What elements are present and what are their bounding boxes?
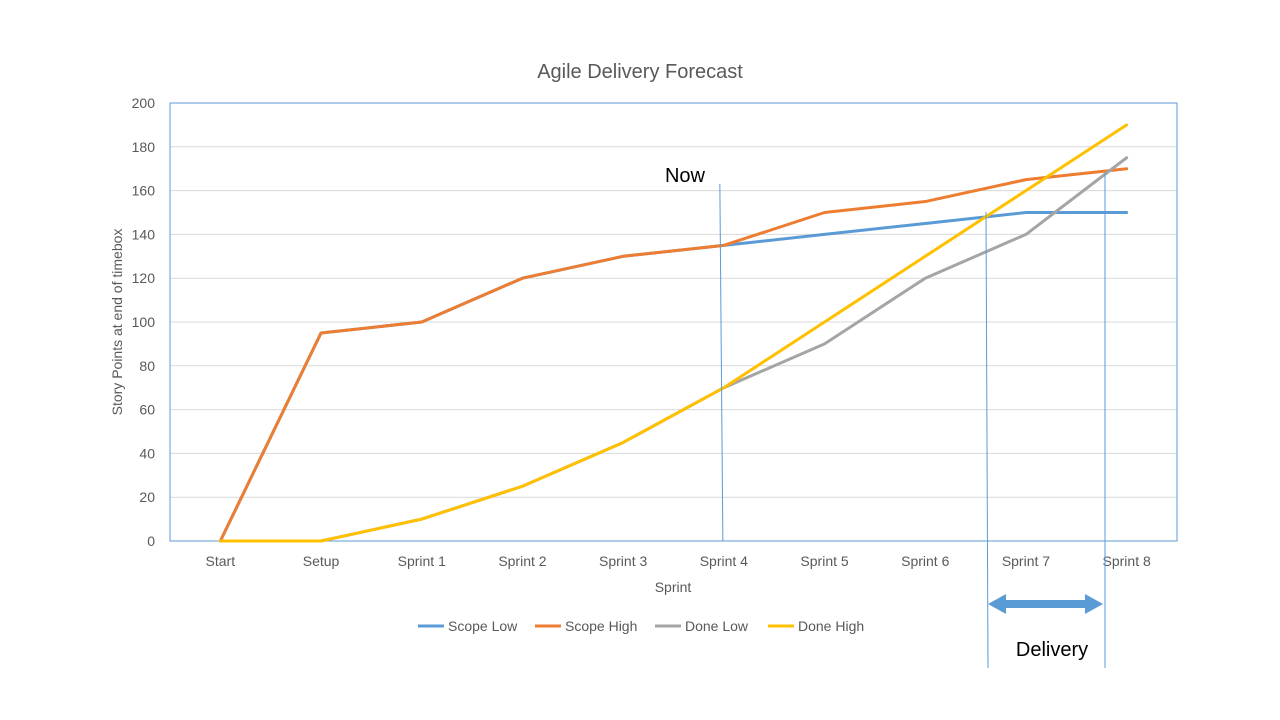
legend-label: Scope High — [565, 618, 637, 634]
x-tick-label: Start — [206, 553, 236, 569]
delivery-label: Delivery — [1016, 639, 1088, 661]
now-marker-line — [719, 183, 724, 542]
x-tick-label: Sprint 7 — [1002, 553, 1050, 569]
legend-label: Scope Low — [448, 618, 518, 634]
legend-label: Done Low — [685, 618, 749, 634]
y-tick-label: 60 — [139, 402, 155, 418]
x-tick-label: Sprint 1 — [398, 553, 446, 569]
y-tick-label: 20 — [139, 489, 155, 505]
plot-area-border — [169, 102, 1178, 542]
x-tick-labels: Start Setup Sprint 1 Sprint 2 Sprint 3 Sprint… — [206, 553, 1151, 569]
y-tick-label: 120 — [132, 270, 156, 286]
x-axis-label: Sprint — [655, 579, 692, 595]
delivery-start-line — [985, 211, 989, 669]
legend-item: Scope High — [535, 618, 637, 634]
x-tick-label: Sprint 2 — [498, 553, 546, 569]
series-line-done-high — [218, 123, 1129, 543]
legend-label: Done High — [798, 618, 864, 634]
delivery-range-arrow — [988, 594, 1103, 614]
annotations: Now Delivery — [665, 165, 1106, 669]
x-tick-label: Sprint 4 — [700, 553, 748, 569]
now-label: Now — [665, 165, 706, 187]
x-tick-label: Sprint 6 — [901, 553, 949, 569]
x-tick-label: Sprint 5 — [800, 553, 848, 569]
series-line-scope-low — [218, 211, 1129, 543]
x-tick-label: Sprint 8 — [1103, 553, 1151, 569]
y-tick-label: 180 — [132, 139, 156, 155]
y-tick-label: 100 — [132, 314, 156, 330]
y-tick-label: 80 — [139, 358, 155, 374]
y-tick-label: 0 — [147, 533, 155, 549]
y-tick-label: 140 — [132, 226, 156, 242]
legend-item: Scope Low — [418, 618, 518, 634]
series-line-scope-high — [218, 167, 1129, 543]
y-tick-label: 40 — [139, 445, 155, 461]
y-tick-label: 200 — [132, 95, 156, 111]
x-tick-label: Setup — [303, 553, 340, 569]
x-tick-label: Sprint 3 — [599, 553, 647, 569]
legend-item: Done Low — [655, 618, 749, 634]
y-tick-label: 160 — [132, 183, 156, 199]
chart-title: Agile Delivery Forecast — [537, 61, 743, 83]
series-lines — [218, 123, 1129, 543]
legend: Scope Low Scope High Done Low Done High — [418, 618, 864, 634]
y-axis-label: Story Points at end of timebox — [109, 229, 125, 416]
y-tick-labels: 0 20 40 60 80 100 120 140 160 180 200 — [132, 95, 156, 549]
legend-item: Done High — [768, 618, 864, 634]
gridlines — [170, 146, 1177, 498]
